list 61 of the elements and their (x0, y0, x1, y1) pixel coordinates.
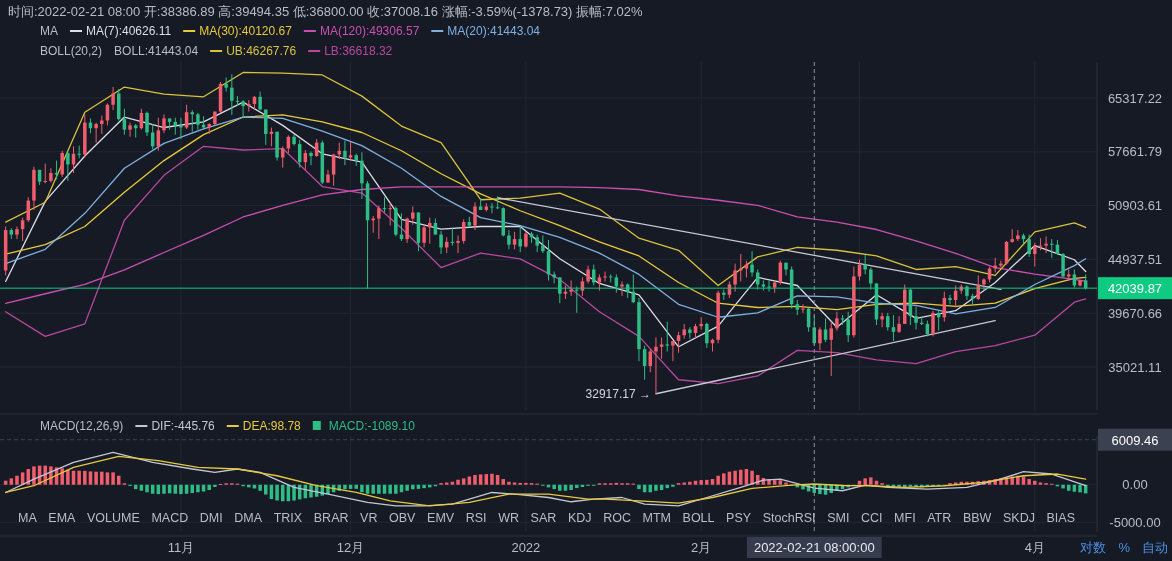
legend-label: UB:46267.76 (226, 44, 297, 58)
y-tick-label: 0.00 (1122, 477, 1148, 493)
y-tick-label: -5000.00 (1109, 514, 1161, 530)
legend-label: DEA:98.78 (242, 419, 302, 433)
x-tick-label: 2月 (691, 540, 712, 555)
chart-title: 时间:2022-02-21 08:00 开:38386.89 高:39494.35 低:36800.00 收:37008.16 涨幅:-3.59%(-1378.73) 振幅:7.02% (8, 4, 643, 19)
y-tick-label: 57661.79 (1107, 144, 1163, 160)
annotation: PSY (726, 511, 752, 525)
annotation: WR (498, 511, 520, 525)
annotation: DMI (199, 511, 223, 525)
annotation: SKDJ (1002, 511, 1035, 525)
legend-label: MACD:-1089.10 (328, 419, 416, 433)
legend-label: LB:36618.32 (324, 44, 393, 58)
text: % (1118, 540, 1131, 555)
annotation: MFI (894, 511, 916, 525)
annotation: ATR (927, 511, 952, 525)
annotation: ROC (603, 511, 631, 525)
annotation: BBW (962, 511, 992, 525)
x-tick-label: 2022 (511, 540, 541, 555)
x-tick-label: 11月 (167, 540, 195, 555)
annotation: EMA (48, 511, 77, 525)
annotation: 32917.17 → (585, 386, 651, 401)
annotation: MACD (151, 511, 189, 525)
y-tick-label: 35021.11 (1108, 359, 1162, 375)
annotation: EMV (427, 511, 455, 525)
x-tick-label: 4月 (1024, 540, 1045, 555)
y-tick-label: 44937.51 (1107, 251, 1163, 267)
annotation: MA (18, 511, 38, 525)
ref-line-label: 2022-02-21 08:00:00 (753, 540, 875, 555)
y-tick-label: 50903.61 (1107, 198, 1163, 214)
annotation: VR (360, 511, 378, 525)
legend-label: MA(20):41443.04 (447, 24, 541, 38)
annotation: VOLUME (87, 511, 140, 525)
legend-title: MA (40, 24, 58, 38)
text: 对数 (1080, 540, 1107, 555)
annotation: BIAS (1046, 511, 1075, 525)
x-tick-label: 12月 (336, 540, 365, 555)
legend-label: DIF:-445.76 (151, 419, 216, 433)
legend-label: MA(30):40120.67 (199, 24, 293, 38)
annotation: OBV (389, 511, 417, 525)
annotation: DMA (234, 511, 263, 525)
annotation: CCI (860, 511, 883, 525)
text: BOLL(20,2) (40, 44, 103, 58)
legend-label: MA(7):40626.11 (86, 24, 172, 38)
annotation: RSI (465, 511, 487, 525)
annotation: SMI (827, 511, 850, 525)
text: BOLL:41443.04 (114, 44, 199, 58)
annotation: TRIX (273, 511, 303, 525)
annotation: SAR (530, 511, 557, 525)
text: 自动 (1142, 540, 1168, 555)
legend-title: MACD(12,26,9) (40, 419, 124, 433)
annotation: StochRSI (762, 511, 816, 525)
ref-line-label: 6009.46 (1111, 432, 1159, 448)
annotation: MTM (642, 511, 671, 525)
annotation: KDJ (567, 511, 592, 525)
annotation: BRAR (313, 511, 349, 525)
y-tick-label: 39670.66 (1107, 305, 1163, 321)
legend-label: MA(120):49306.57 (319, 24, 420, 38)
y-tick-label: 65317.22 (1107, 90, 1163, 106)
annotation: BOLL (682, 511, 715, 525)
ref-line-label: 42039.87 (1107, 281, 1163, 297)
